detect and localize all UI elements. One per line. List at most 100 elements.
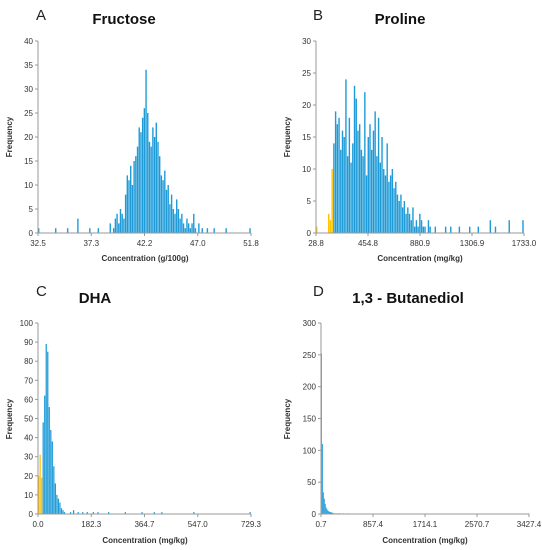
bar (169, 204, 171, 233)
bar (355, 98, 357, 233)
bar (51, 441, 53, 514)
bar (140, 132, 142, 233)
bar (386, 143, 388, 233)
x-tick-label: 47.0 (190, 239, 206, 248)
y-tick-label: 40 (24, 37, 33, 46)
y-tick-label: 30 (302, 37, 311, 46)
x-axis-label: Concentration (g/100g) (101, 254, 188, 263)
bar (69, 512, 72, 514)
bar (161, 512, 163, 514)
bar (138, 127, 140, 233)
x-tick-label: 1306.9 (460, 239, 485, 248)
bar (177, 209, 180, 233)
y-tick-label: 20 (24, 472, 33, 481)
bar (141, 512, 143, 514)
bar (160, 175, 163, 233)
bar (388, 181, 390, 233)
y-axis-label: Frequency (5, 116, 14, 157)
x-tick-label: 0.0 (32, 520, 44, 529)
bar (114, 218, 117, 233)
bar (55, 228, 57, 233)
bar (145, 69, 147, 233)
bar (157, 141, 159, 233)
bar (381, 137, 383, 233)
y-tick-label: 80 (24, 357, 33, 366)
bar (116, 213, 118, 233)
chart-panel-b: B Proline 0 5 10 15 20 25 30 28.8 454.8 880.9 1306.9… (283, 7, 537, 263)
bar (316, 226, 318, 233)
bar (198, 223, 200, 233)
y-tick-label: 100 (20, 319, 34, 328)
chart-panel-d: D 1,3 - Butanediol 0 50 100 150 200 250 300 0.7 85… (283, 283, 542, 545)
bar (158, 156, 161, 233)
bars (316, 79, 524, 234)
bar (389, 175, 392, 233)
y-tick-label: 50 (307, 478, 316, 487)
bar (62, 510, 64, 514)
chart-panel-c: C DHA 0 10 20 30 40 50 60 70 80 90 100 0.0 182.3 364.7 5… (5, 283, 262, 545)
y-tick-label: 10 (302, 165, 311, 174)
bar (377, 117, 380, 233)
bar (50, 429, 52, 514)
bar (348, 117, 351, 233)
bar (334, 111, 337, 233)
bar (193, 213, 195, 233)
bar (371, 149, 373, 233)
y-tick-label: 0 (29, 229, 34, 238)
bar (468, 226, 471, 233)
bar (364, 92, 366, 233)
bar (92, 512, 95, 514)
bar (133, 161, 135, 233)
bar (118, 223, 120, 233)
bar (372, 130, 375, 233)
bar (407, 207, 409, 233)
bar (346, 156, 349, 233)
bar (340, 149, 342, 233)
x-tick-label: 454.8 (358, 239, 379, 248)
x-tick-label: 2570.7 (465, 520, 490, 529)
bars (38, 344, 251, 514)
y-axis-label: Frequency (5, 398, 14, 439)
bar (172, 209, 175, 233)
bar (429, 226, 431, 233)
bar (153, 137, 156, 233)
bar (124, 194, 127, 233)
bar (136, 146, 139, 233)
bar (164, 170, 166, 233)
bar (186, 218, 188, 233)
bar (38, 475, 40, 514)
bar (63, 512, 66, 514)
y-tick-label: 60 (24, 395, 33, 404)
bar (412, 207, 414, 233)
y-tick-label: 0 (307, 229, 312, 238)
bar (427, 220, 430, 233)
bar (155, 122, 157, 233)
bar (47, 351, 49, 514)
bar (374, 111, 376, 233)
bar (331, 512, 333, 514)
bar (153, 512, 155, 514)
bar (213, 228, 215, 233)
bar (182, 223, 185, 233)
bar (398, 201, 400, 233)
bar (143, 108, 146, 233)
y-tick-label: 200 (303, 383, 317, 392)
bar (343, 137, 345, 233)
bar (147, 113, 149, 233)
bar (57, 498, 60, 514)
bar (477, 226, 479, 233)
bar (184, 228, 186, 233)
y-tick-label: 70 (24, 376, 33, 385)
y-tick-label: 5 (29, 205, 34, 214)
x-axis-label: Concentration (mg/kg) (102, 536, 188, 545)
bar (327, 510, 329, 514)
bar (121, 213, 123, 233)
bar (422, 226, 424, 233)
bar (179, 218, 181, 233)
bar (124, 512, 126, 514)
bar (54, 483, 56, 514)
y-axis-label: Frequency (283, 398, 292, 439)
x-tick-label: 51.8 (243, 239, 259, 248)
bar (396, 194, 399, 233)
bar (326, 509, 328, 514)
